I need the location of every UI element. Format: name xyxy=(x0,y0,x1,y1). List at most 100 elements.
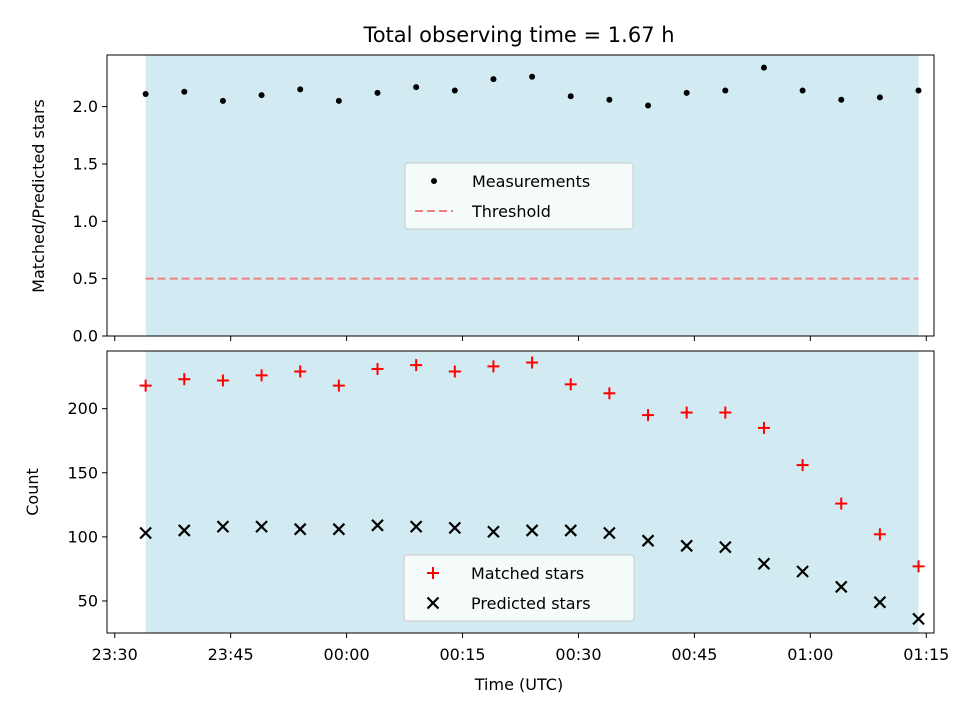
series-0-point xyxy=(873,528,886,541)
series-0-point xyxy=(487,360,500,373)
series-0-point xyxy=(680,406,693,419)
series-1-point-b xyxy=(139,526,152,540)
series-1-point xyxy=(757,557,771,571)
series-0-point xyxy=(796,459,809,472)
series-0-point xyxy=(335,97,342,104)
series-0-point xyxy=(645,102,652,109)
legend-swatch-0 xyxy=(427,567,439,579)
bottom-y-axis-label: Count xyxy=(23,468,42,516)
legend: Matched stars Predicted stars xyxy=(403,554,635,622)
series-0-point xyxy=(719,406,732,419)
series-0-point xyxy=(722,87,729,94)
legend-label: Threshold xyxy=(471,202,551,221)
x-tick-label: 00:30 xyxy=(555,645,601,664)
series-1-point-b xyxy=(409,520,423,533)
series-1-point xyxy=(564,524,578,537)
series-1-point xyxy=(525,524,539,537)
legend-label: Predicted stars xyxy=(471,594,591,613)
series-0-point xyxy=(178,373,191,386)
legend-label: Matched stars xyxy=(471,564,584,583)
series-0-point xyxy=(255,369,268,382)
series-0-point xyxy=(799,87,806,94)
series-1-point xyxy=(487,525,500,539)
series-0-point xyxy=(606,96,613,103)
series-1-point xyxy=(139,526,152,540)
series-1-point-b xyxy=(255,520,268,533)
top-y-axis-label: Matched/Predicted stars xyxy=(29,99,48,293)
x-tick-label: 00:00 xyxy=(324,645,370,664)
series-0-point xyxy=(876,94,883,101)
legend-swatch-1-b xyxy=(426,596,440,610)
series-1-point-b xyxy=(757,557,771,571)
series-1-point xyxy=(409,520,423,533)
y-tick-label: 0.0 xyxy=(73,327,98,346)
x-tick-label: 01:15 xyxy=(903,645,949,664)
series-1-point xyxy=(293,522,307,536)
series-1-point xyxy=(178,524,191,537)
series-0-point xyxy=(757,421,770,434)
series-0-point xyxy=(371,362,384,375)
series-1-point-b xyxy=(603,526,616,540)
series-1-point xyxy=(873,595,887,609)
series-0-point xyxy=(451,87,458,94)
legend-swatch-0 xyxy=(431,178,437,184)
series-1-point xyxy=(834,580,848,594)
x-tick-label: 23:45 xyxy=(208,645,254,664)
series-1-point-b xyxy=(912,612,925,626)
series-1-point-b xyxy=(178,524,191,537)
series-0-point xyxy=(216,374,229,387)
legend-box xyxy=(404,162,634,230)
series-1-point-b xyxy=(796,565,809,578)
series-1-point-b xyxy=(680,539,693,553)
y-tick-label: 50 xyxy=(78,591,98,610)
series-0-point xyxy=(297,86,304,93)
series-0-point xyxy=(490,76,497,83)
series-1-point xyxy=(680,539,693,553)
series-0-point xyxy=(835,497,848,510)
series-0-point xyxy=(838,96,845,103)
series-0-point xyxy=(760,64,767,71)
series-1-point xyxy=(448,521,462,535)
series-1-point-b xyxy=(293,522,307,536)
y-tick-label: 200 xyxy=(67,399,98,418)
legend: Measurements Threshold xyxy=(404,162,634,230)
legend-box xyxy=(403,554,635,622)
series-0-point xyxy=(413,84,420,91)
series-1-point-b xyxy=(448,521,462,535)
series-1-point xyxy=(603,526,616,540)
series-1-point xyxy=(796,565,809,578)
bottom-panel: 50 100 150 200 23:30 23:45 00:00 00:15 00:30 00:4… xyxy=(67,350,949,664)
series-0-point xyxy=(142,90,149,97)
x-axis-label: Time (UTC) xyxy=(474,675,563,694)
series-0-point xyxy=(683,89,690,96)
series-0-point xyxy=(603,387,616,400)
series-0-point xyxy=(912,560,925,573)
series-0-point xyxy=(410,359,423,372)
series-1-point xyxy=(371,519,384,532)
series-0-point xyxy=(529,73,536,80)
series-0-point xyxy=(642,409,655,422)
series-0-point xyxy=(181,88,188,95)
series-1-point-b xyxy=(641,534,655,547)
x-tick-label: 23:30 xyxy=(92,645,138,664)
series-1-point-b xyxy=(487,525,500,539)
series-1-point-b xyxy=(873,595,887,609)
y-tick-label: 0.5 xyxy=(73,269,98,288)
series-0-point xyxy=(219,97,226,104)
series-1-point xyxy=(332,522,346,536)
y-tick-label: 150 xyxy=(67,463,98,482)
x-tick-label: 00:15 xyxy=(439,645,485,664)
series-0-point xyxy=(294,365,307,378)
series-1-point-b xyxy=(719,540,732,554)
series-1-point-b xyxy=(564,524,578,537)
axes-frame xyxy=(106,350,935,634)
y-tick-label: 1.5 xyxy=(73,154,98,173)
figure-title: Total observing time = 1.67 h xyxy=(362,23,674,47)
series-0-point xyxy=(139,379,152,392)
series-1-point xyxy=(641,534,655,547)
series-0-point xyxy=(258,92,265,99)
series-1-point-b xyxy=(216,520,230,533)
series-0-point xyxy=(526,356,539,369)
